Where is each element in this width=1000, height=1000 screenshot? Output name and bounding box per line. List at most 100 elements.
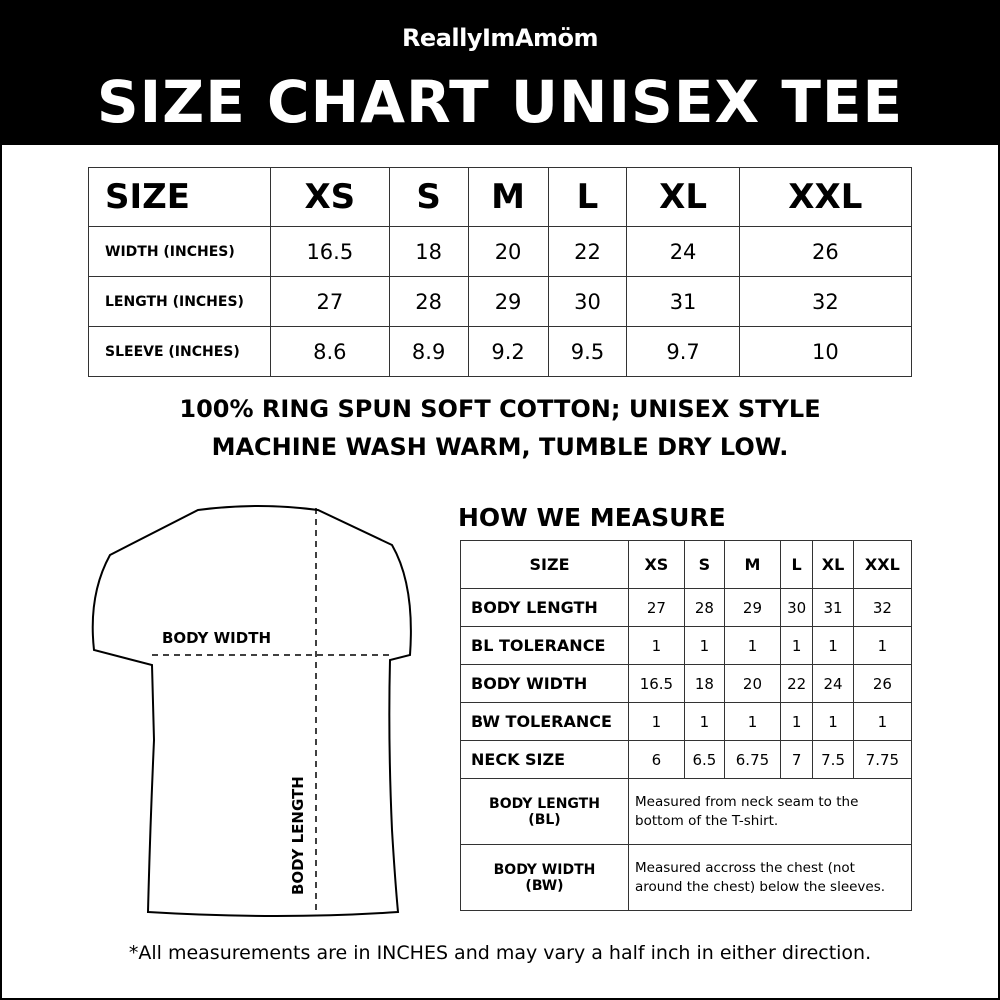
value-cell: 1 — [628, 702, 685, 741]
table-row: LENGTH (INCHES) 27 28 29 30 31 32 — [88, 276, 913, 327]
abbr: (BL) — [528, 811, 561, 828]
header: ReallyImAmöm SIZE CHART UNISEX TEE — [0, 0, 1000, 145]
value-cell: 26 — [852, 664, 913, 703]
value-cell: 27 — [270, 276, 390, 327]
header-cell: S — [388, 167, 469, 227]
value-cell: 1 — [852, 702, 913, 741]
body-width-label: BODY WIDTH — [162, 629, 271, 647]
text-line: Measured accross the chest (not — [635, 859, 855, 876]
value-cell: 29 — [724, 588, 781, 627]
value-cell: 18 — [683, 664, 726, 703]
row-label: BL TOLERANCE — [460, 626, 629, 665]
definition-term: BODY LENGTH (BL) — [460, 778, 629, 845]
value-cell: 16.5 — [270, 226, 390, 277]
row-label: NECK SIZE — [460, 740, 629, 779]
header-row: SIZE XS S M L XL XXL — [88, 167, 913, 227]
definition-row: BODY LENGTH (BL) Measured from neck seam t… — [460, 778, 912, 845]
header-cell: XL — [812, 540, 854, 589]
value-cell: 27 — [628, 588, 685, 627]
value-cell: 30 — [547, 276, 628, 327]
value-cell: 32 — [852, 588, 913, 627]
header-cell: S — [683, 540, 726, 589]
value-cell: 28 — [388, 276, 469, 327]
value-cell: 24 — [812, 664, 854, 703]
table-row: WIDTH (INCHES) 16.5 18 20 22 24 26 — [88, 226, 913, 277]
table-row: SLEEVE (INCHES) 8.6 8.9 9.2 9.5 9.7 10 — [88, 326, 913, 377]
table-row: BODY LENGTH 27 28 29 30 31 32 — [460, 588, 913, 627]
value-cell: 30 — [779, 588, 814, 627]
abbr: (BW) — [525, 877, 564, 894]
row-label: BODY WIDTH — [460, 664, 629, 703]
value-cell: 7 — [779, 740, 814, 779]
text-line: Measured from neck seam to the — [635, 793, 859, 810]
header-cell: XXL — [738, 167, 913, 227]
value-cell: 8.6 — [270, 326, 390, 377]
row-label: BW TOLERANCE — [460, 702, 629, 741]
value-cell: 1 — [779, 626, 814, 665]
value-cell: 1 — [724, 702, 781, 741]
table-row: BODY WIDTH 16.5 18 20 22 24 26 — [460, 664, 913, 703]
definition-text: Measured accross the chest (not around th… — [628, 844, 912, 911]
value-cell: 28 — [683, 588, 726, 627]
text-line: around the chest) below the sleeves. — [635, 878, 886, 895]
value-cell: 1 — [812, 626, 854, 665]
value-cell: 1 — [852, 626, 913, 665]
value-cell: 7.5 — [812, 740, 854, 779]
value-cell: 6.75 — [724, 740, 781, 779]
size-table: SIZE XS S M L XL XXL WIDTH (INCHES) 16.5 18 20 22 24… — [88, 167, 913, 377]
term: BODY LENGTH — [489, 795, 600, 812]
value-cell: 22 — [779, 664, 814, 703]
value-cell: 1 — [724, 626, 781, 665]
value-cell: 20 — [467, 226, 549, 277]
text-line: bottom of the T-shirt. — [635, 812, 779, 829]
value-cell: 6 — [628, 740, 685, 779]
page-title: SIZE CHART UNISEX TEE — [96, 68, 904, 136]
row-label: BODY LENGTH — [460, 588, 629, 627]
measure-table: SIZE XS S M L XL XXL BODY LENGTH 27 28 29 30 31 32 BL … — [460, 540, 913, 911]
value-cell: 1 — [683, 626, 726, 665]
value-cell: 24 — [626, 226, 740, 277]
definition-text: Measured from neck seam to the bottom of … — [628, 778, 912, 845]
header-cell: L — [779, 540, 814, 589]
tshirt-diagram: BODY WIDTH BODY LENGTH — [91, 505, 412, 917]
value-cell: 18 — [388, 226, 469, 277]
value-cell: 9.2 — [467, 326, 549, 377]
brand-logo: ReallyImAmöm — [401, 24, 599, 52]
row-label: WIDTH (INCHES) — [88, 226, 271, 277]
value-cell: 31 — [626, 276, 740, 327]
care-line-2: MACHINE WASH WARM, TUMBLE DRY LOW. — [211, 433, 789, 461]
table-row: BL TOLERANCE 1 1 1 1 1 1 — [460, 626, 913, 665]
care-line-1: 100% RING SPUN SOFT COTTON; UNISEX STYLE — [179, 395, 821, 423]
header-cell: L — [547, 167, 628, 227]
table-row: NECK SIZE 6 6.5 6.75 7 7.5 7.75 — [460, 740, 913, 779]
value-cell: 32 — [738, 276, 913, 327]
how-we-measure-title: HOW WE MEASURE — [458, 503, 726, 532]
table-row: BW TOLERANCE 1 1 1 1 1 1 — [460, 702, 913, 741]
value-cell: 20 — [724, 664, 781, 703]
value-cell: 7.75 — [852, 740, 913, 779]
term: BODY WIDTH — [493, 861, 596, 878]
row-label: LENGTH (INCHES) — [88, 276, 271, 327]
value-cell: 9.7 — [626, 326, 740, 377]
tshirt-outline — [91, 505, 412, 917]
header-cell: XS — [270, 167, 390, 227]
value-cell: 8.9 — [388, 326, 469, 377]
header-row: SIZE XS S M L XL XXL — [460, 540, 913, 589]
body-length-label: BODY LENGTH — [289, 776, 307, 895]
value-cell: 29 — [467, 276, 549, 327]
header-cell: M — [724, 540, 781, 589]
header-cell: SIZE — [88, 167, 271, 227]
footer-note: *All measurements are in INCHES and may … — [128, 942, 872, 964]
value-cell: 16.5 — [628, 664, 685, 703]
value-cell: 1 — [628, 626, 685, 665]
header-cell: SIZE — [460, 540, 629, 589]
value-cell: 6.5 — [683, 740, 726, 779]
value-cell: 22 — [547, 226, 628, 277]
value-cell: 26 — [738, 226, 913, 277]
value-cell: 1 — [812, 702, 854, 741]
header-cell: XS — [628, 540, 685, 589]
content-frame — [0, 145, 1000, 1000]
definition-term: BODY WIDTH (BW) — [460, 844, 629, 911]
value-cell: 10 — [738, 326, 913, 377]
header-cell: XXL — [852, 540, 913, 589]
